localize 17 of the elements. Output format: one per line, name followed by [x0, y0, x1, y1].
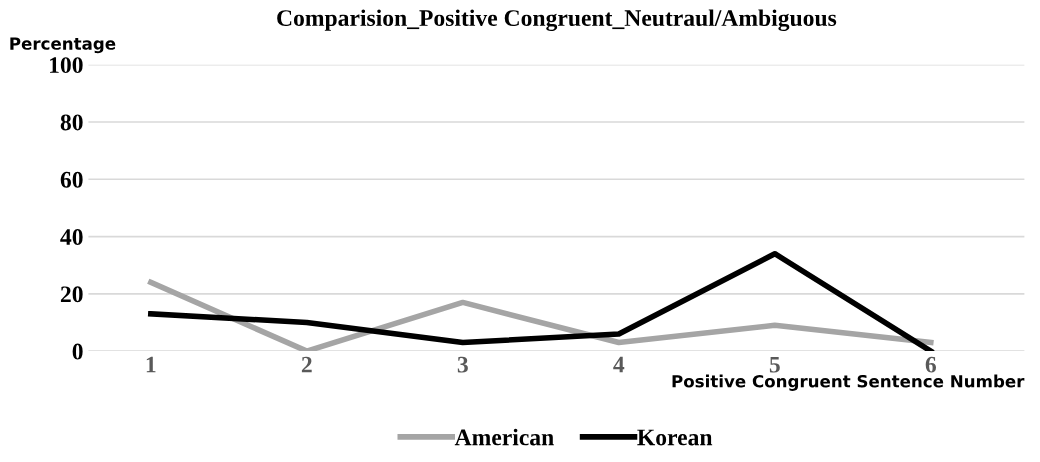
y-tick-label: 0 — [72, 343, 83, 360]
y-tick-label: 60 — [60, 171, 83, 188]
chart-title: Comparision_Positive Congruent_Neutraul/Ambiguous — [277, 9, 837, 31]
x-tick-label: 5 — [769, 356, 780, 373]
y-tick-label: 40 — [60, 229, 83, 245]
x-tick-label: 1 — [146, 356, 156, 373]
y-tick-label: 20 — [60, 286, 83, 303]
x-tick-label: 3 — [457, 356, 468, 373]
y-tick-label: 80 — [60, 114, 83, 131]
x-tick-label: 4 — [613, 356, 625, 373]
x-tick-label: 6 — [925, 356, 937, 373]
legend-label: American — [454, 428, 554, 446]
legend-label: Korean — [637, 429, 713, 446]
y-tick-label: 100 — [50, 57, 83, 74]
y-axis-title: Percentage — [10, 37, 116, 54]
x-axis-title: Positive Congruent Sentence Number — [672, 374, 1025, 391]
x-tick-label: 2 — [301, 356, 312, 373]
